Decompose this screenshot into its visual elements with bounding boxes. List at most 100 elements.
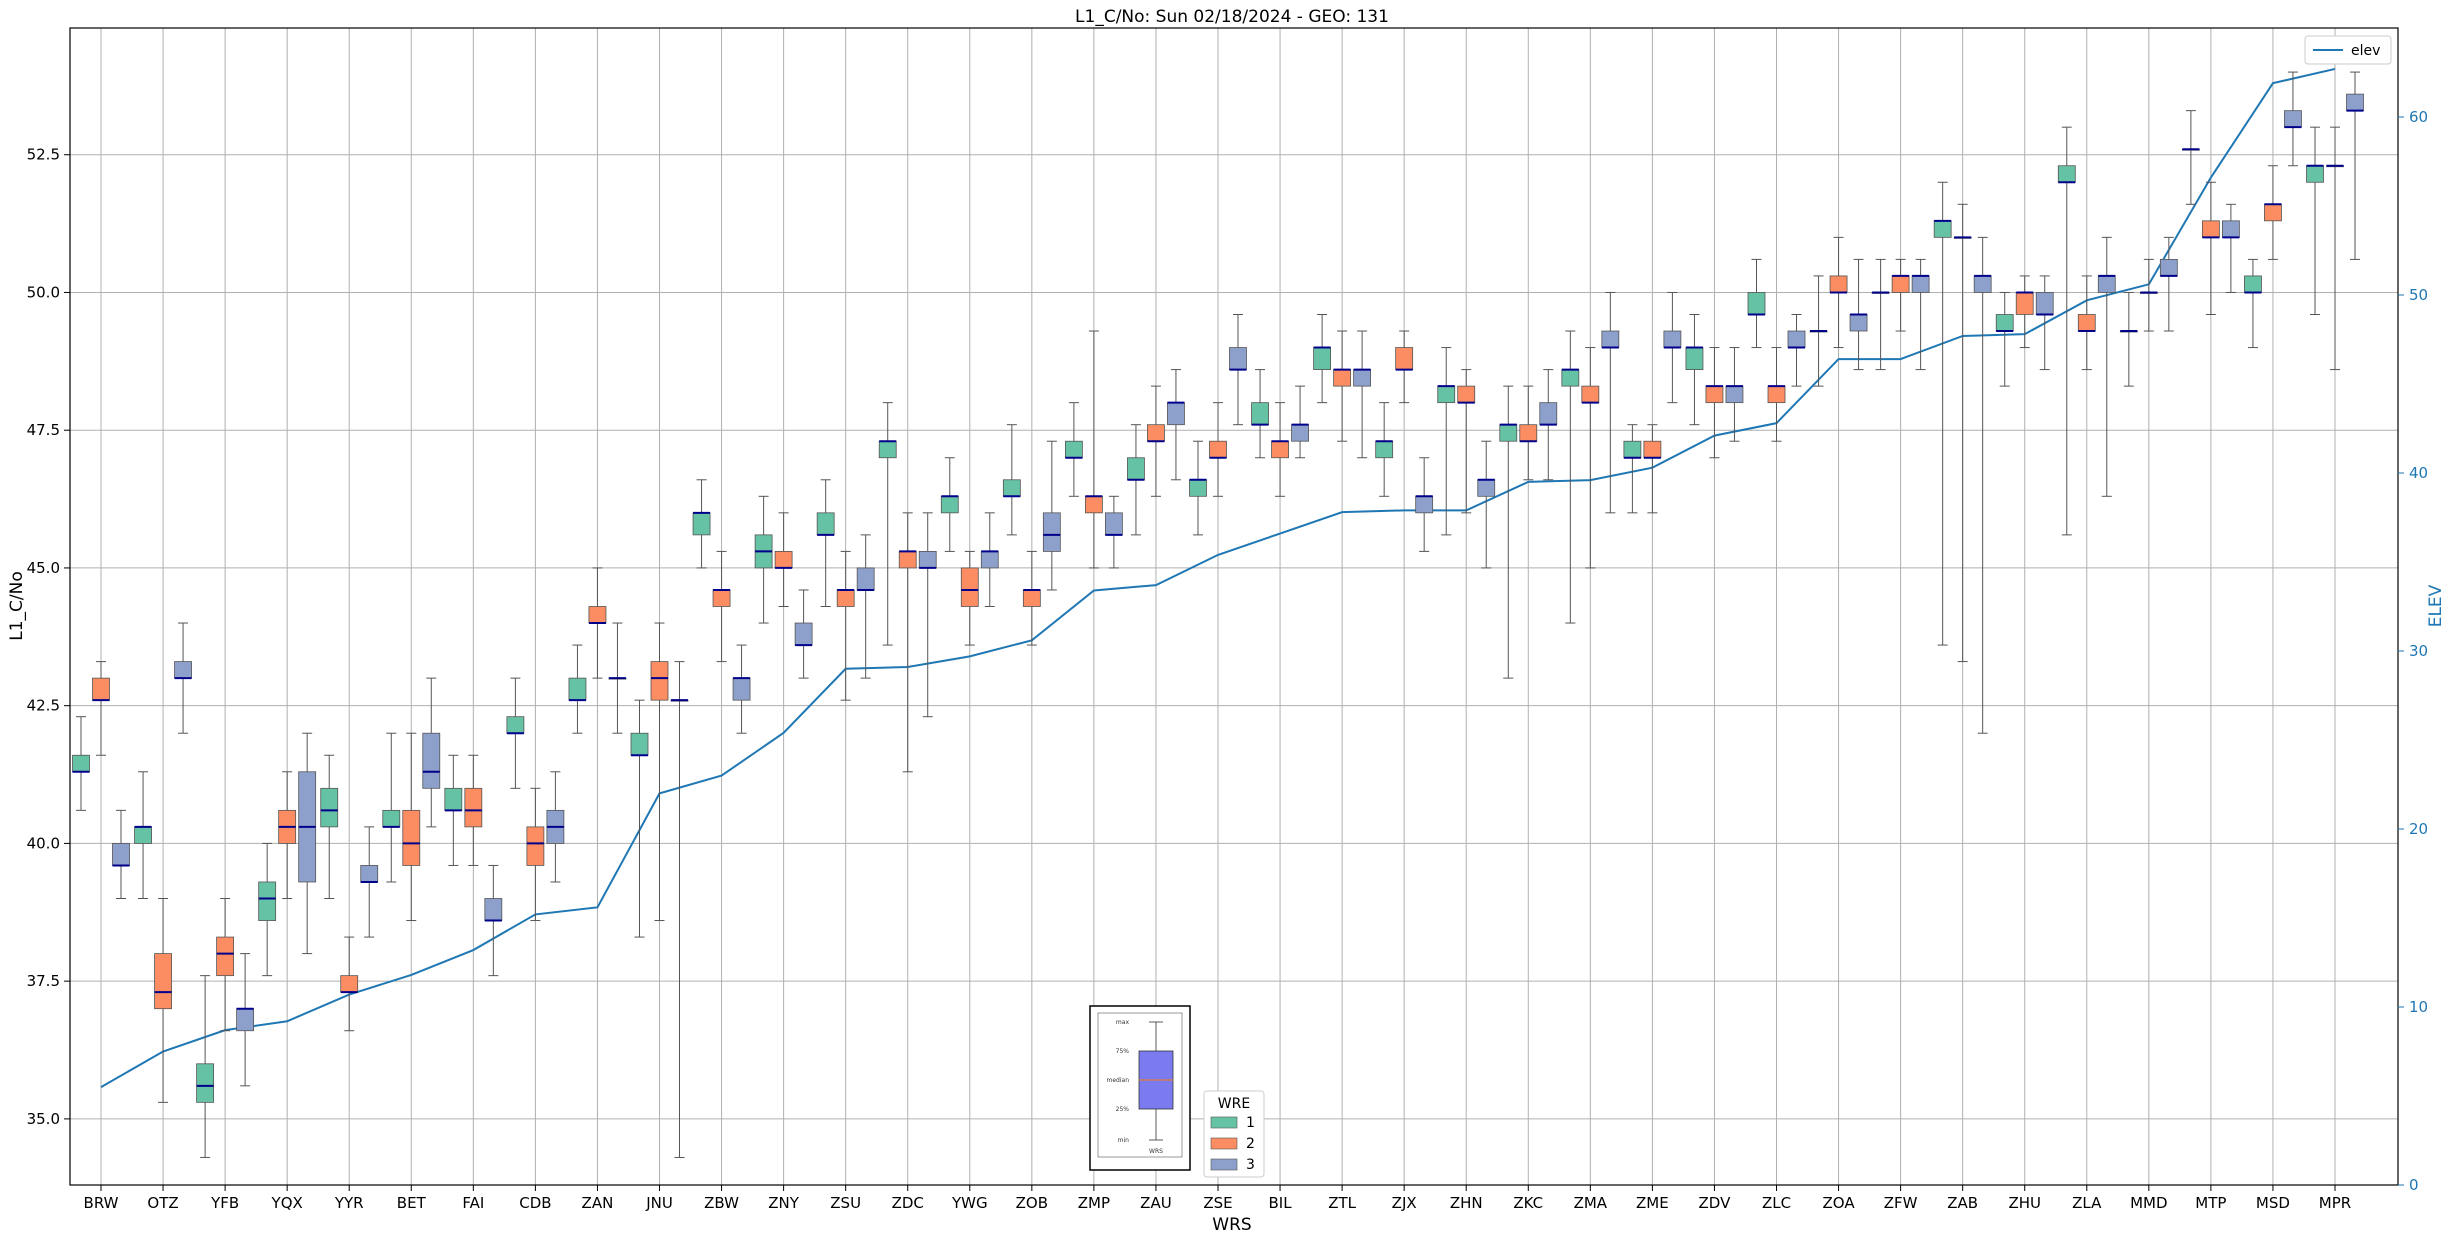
box-iqr [444,787,463,811]
box-iqr [1127,457,1145,481]
box-plot-zan-wre1 [568,644,587,734]
box-plot-zob-wre2 [1022,550,1041,646]
box-plot-mpr-wre3 [2346,71,2364,260]
x-axis-label: WRS [1212,1215,1251,1235]
box-iqr [2284,110,2302,128]
box-iqr [174,661,192,679]
box-plot-zdv-wre2 [1705,347,1724,459]
box-iqr [2015,292,2034,315]
box-plot-zjx-wre2 [1395,330,1414,404]
box-iqr [1271,440,1289,459]
box-iqr [2244,275,2262,293]
box-iqr [1313,347,1332,370]
inset-label-min: min [1118,1137,1130,1144]
y-tick-label: 45.0 [27,559,60,577]
box-iqr [402,809,421,866]
x-tick-label: ZNY [768,1194,799,1212]
box-iqr [2201,220,2220,238]
wre-legend-label-1: 1 [1246,1115,1255,1131]
box-iqr [1891,275,1910,293]
box-iqr [898,551,917,569]
box-plot-yfb-wre2 [216,898,235,1032]
elev-legend-label: elev [2351,43,2380,59]
box-plot-zlc-wre2 [1767,347,1786,442]
box-plot-bet-wre3 [422,677,441,828]
box-plot-zmp-wre1 [1064,402,1083,497]
box-iqr [382,809,401,828]
box-plot-mmd-wre2 [2139,258,2158,332]
box-plot-zab-wre3 [1973,236,1992,734]
box-iqr [1499,424,1518,442]
x-tick-label: OTZ [147,1194,178,1212]
box-iqr [878,440,897,459]
x-tick-label: MMD [2130,1194,2167,1212]
y2-tick-label: 60 [2409,108,2428,126]
box-iqr [154,953,172,1010]
x-tick-label: ZOB [1016,1194,1048,1212]
box-iqr [1064,440,1083,459]
box-iqr [1251,402,1269,426]
box-iqr [1623,440,1642,459]
box-iqr [360,865,379,883]
box-iqr [1995,314,2014,332]
box-plot-zme-wre3 [1663,291,1682,404]
box-plot-jnu-wre1 [630,699,649,938]
x-tick-label: ZSE [1203,1194,1232,1212]
box-plot-zny-wre3 [794,589,813,679]
y-axis-label: L1_C/No [7,571,27,641]
y2-axis-label: ELEV [2426,584,2446,627]
y-tick-label: 52.5 [27,146,60,164]
box-plot-fai-wre3 [484,864,503,977]
inset-boxplot-legend: max 75% median 25% min WRS [1089,1005,1191,1171]
box-plot-zse-wre1 [1189,440,1207,536]
box-iqr [2057,165,2076,183]
box-iqr [1539,402,1558,426]
box-iqr [112,843,130,866]
x-tick-label: JNU [645,1194,673,1212]
box-plot-cdb-wre2 [526,787,545,922]
box-iqr [216,936,235,977]
box-plot-zdc-wre1 [878,402,897,646]
wre-legend-swatch-1 [1210,1116,1238,1129]
box-plot-zmp-wre2 [1084,330,1103,569]
box-plot-brw-wre1 [72,716,90,811]
box-iqr [1685,347,1704,370]
box-iqr [1787,330,1806,348]
box-plot-zau-wre3 [1167,369,1185,481]
box-iqr [568,677,587,701]
box-iqr [1829,275,1848,293]
box-plot-yqx-wre2 [278,771,297,900]
box-plot-zlc-wre3 [1787,313,1806,387]
box-plot-otz-wre3 [174,622,192,734]
x-tick-label: FAI [462,1194,484,1212]
box-plot-zse-wre2 [1209,402,1227,497]
x-tick-label: ZAU [1140,1194,1172,1212]
box-plot-ywg-wre3 [980,512,999,607]
box-plot-ywg-wre2 [960,550,979,646]
box-plot-zsu-wre2 [836,550,855,701]
x-tick-label: ZDV [1699,1194,1732,1212]
box-iqr [92,677,110,701]
y2-tick-label: 50 [2409,286,2428,304]
box-plot-zjx-wre1 [1375,402,1394,497]
box-iqr [526,826,545,866]
box-iqr [1705,385,1724,404]
box-plot-mpr-wre1 [2306,126,2324,315]
box-plot-zny-wre1 [754,495,773,624]
wre-legend-label-3: 3 [1246,1157,1255,1173]
x-tick-label: ZMP [1078,1194,1110,1212]
x-tick-label: ZAB [1947,1194,1978,1212]
x-tick-label: MPR [2319,1194,2351,1212]
x-tick-label: ZDC [892,1194,924,1212]
box-plot-jnu-wre3 [670,661,689,1158]
box-iqr [1747,292,1766,315]
box-plot-yqx-wre3 [298,732,317,955]
box-iqr [1973,275,1992,293]
box-iqr [1663,330,1682,348]
box-iqr [2221,220,2240,238]
box-iqr [1415,495,1434,514]
box-plot-zdc-wre2 [898,512,917,773]
box-iqr [794,622,813,646]
box-iqr [236,1008,255,1032]
box-iqr [2306,165,2324,183]
